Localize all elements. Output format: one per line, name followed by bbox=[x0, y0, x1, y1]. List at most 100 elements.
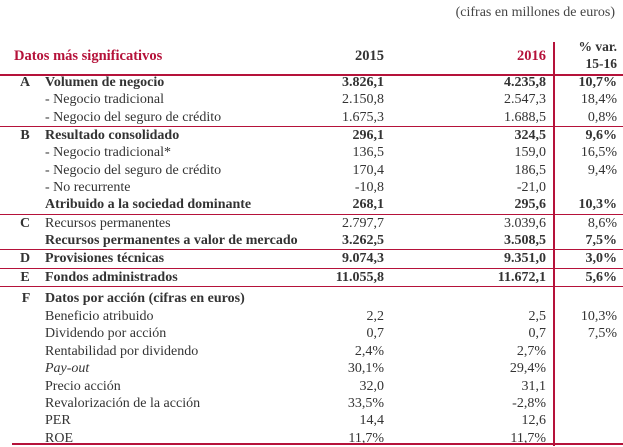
row-label: Volumen de negocio bbox=[45, 75, 165, 90]
table-row: - Negocio tradicional 2.150,8 2.547,3 18,4% bbox=[0, 91, 623, 108]
row-label: Beneficio atribuido bbox=[45, 309, 154, 325]
value-2016: 186,5 bbox=[514, 162, 547, 178]
var-header-line2: 15-16 bbox=[585, 56, 618, 71]
row-section-letter: B bbox=[20, 128, 30, 144]
row-label: Dividendo por acción bbox=[45, 326, 167, 342]
row-label: Revalorización de la acción bbox=[45, 395, 201, 411]
var-header-line1: % var. bbox=[578, 39, 617, 54]
value-2015: 170,4 bbox=[352, 162, 385, 178]
value-2016: 11,7% bbox=[510, 430, 546, 446]
value-2015: 3.262,5 bbox=[342, 233, 384, 249]
table-row: ROE 11,7% 11,7% bbox=[0, 430, 623, 447]
table-row: F Datos por acción (cifras en euros) bbox=[0, 286, 623, 308]
row-label: - Negocio del seguro de crédito bbox=[45, 162, 222, 178]
row-section-letter: A bbox=[19, 75, 31, 90]
column-header-var: % var. 15-16 bbox=[578, 38, 617, 72]
value-2016: 29,4% bbox=[509, 361, 546, 377]
table-row: Recursos permanentes a valor de mercado 3… bbox=[0, 232, 623, 249]
table-body: A Volumen de negocio 3.826,1 4.235,8 10,7% - … bbox=[0, 74, 623, 447]
value-2016: 295,6 bbox=[514, 197, 547, 213]
value-var: 5,6% bbox=[585, 269, 618, 285]
column-header-2015: 2015 bbox=[355, 48, 384, 64]
value-2015: 33,5% bbox=[347, 395, 384, 411]
table-row: D Provisiones técnicas 9.074,3 9.351,0 3,0% bbox=[0, 249, 623, 267]
table-row: Rentabilidad por dividendo 2,4% 2,7% bbox=[0, 343, 623, 360]
value-2016: 0,7 bbox=[528, 326, 547, 342]
table-row: E Fondos administrados 11.055,8 11.672,1 5,6… bbox=[0, 267, 623, 286]
row-label: - Negocio tradicional bbox=[45, 92, 164, 108]
row-label: - No recurrente bbox=[45, 180, 131, 196]
row-label: Fondos administrados bbox=[45, 269, 178, 285]
value-2016: 11.672,1 bbox=[497, 269, 546, 285]
table-row: Revalorización de la acción 33,5% -2,8% bbox=[0, 395, 623, 412]
table-row: PER 14,4 12,6 bbox=[0, 412, 623, 429]
table-row: - No recurrente -10,8 -21,0 bbox=[0, 179, 623, 196]
row-label: - Negocio del seguro de crédito bbox=[45, 109, 222, 125]
row-label: Recursos permanentes a valor de mercado bbox=[45, 233, 298, 249]
table-bottom-rule bbox=[12, 443, 623, 445]
row-label: Pay-out bbox=[45, 361, 90, 377]
row-label: Atribuido a la sociedad dominante bbox=[45, 197, 252, 213]
value-2016: 4.235,8 bbox=[504, 75, 546, 90]
value-2016: 31,1 bbox=[521, 378, 547, 394]
value-2015: 2.150,8 bbox=[342, 92, 384, 108]
value-2016: 2,7% bbox=[516, 343, 546, 359]
units-note: (cifras en millones de euros) bbox=[455, 5, 615, 20]
value-var: 18,4% bbox=[580, 92, 617, 108]
table-row: - Negocio del seguro de crédito 170,4 186,… bbox=[0, 162, 623, 179]
row-label: - Negocio tradicional* bbox=[45, 145, 171, 161]
row-section-letter: E bbox=[20, 269, 30, 285]
column-divider bbox=[553, 42, 555, 446]
value-2015: 14,4 bbox=[359, 413, 385, 429]
value-2015: 9.074,3 bbox=[342, 251, 384, 267]
value-2015: 30,1% bbox=[347, 361, 384, 377]
table-row: B Resultado consolidado 296,1 324,5 9,6% bbox=[0, 126, 623, 144]
value-var: 10,3% bbox=[580, 309, 617, 325]
value-2016: 159,0 bbox=[514, 145, 547, 161]
value-var: 16,5% bbox=[580, 145, 617, 161]
value-2015: 0,7 bbox=[366, 326, 385, 342]
value-2016: 3.508,5 bbox=[504, 233, 546, 249]
value-var: 9,4% bbox=[587, 162, 617, 178]
value-var: 8,6% bbox=[587, 215, 617, 231]
table-row: - Negocio tradicional* 136,5 159,0 16,5% bbox=[0, 144, 623, 161]
table-row: C Recursos permanentes 2.797,7 3.039,6 8,6% bbox=[0, 213, 623, 232]
value-2015: -10,8 bbox=[354, 180, 384, 196]
value-2015: 32,0 bbox=[359, 378, 385, 394]
value-var: 7,5% bbox=[587, 326, 617, 342]
value-2016: 1.688,5 bbox=[504, 109, 546, 125]
table-row: Pay-out 30,1% 29,4% bbox=[0, 360, 623, 377]
value-var: 9,6% bbox=[585, 128, 618, 144]
value-var: 10,7% bbox=[578, 75, 618, 90]
row-label: Datos por acción (cifras en euros) bbox=[45, 291, 245, 307]
row-section-letter: D bbox=[19, 251, 31, 267]
value-2016: 12,6 bbox=[521, 413, 547, 429]
row-section-letter: F bbox=[21, 291, 31, 307]
table-row: Precio acción 32,0 31,1 bbox=[0, 378, 623, 395]
value-2015: 3.826,1 bbox=[342, 75, 384, 90]
table-row: Atribuido a la sociedad dominante 268,1 29… bbox=[0, 196, 623, 213]
value-2015: 2,4% bbox=[354, 343, 384, 359]
value-2015: 2.797,7 bbox=[342, 215, 384, 231]
value-var: 3,0% bbox=[585, 251, 618, 267]
value-2015: 136,5 bbox=[352, 145, 385, 161]
table-row: Dividendo por acción 0,7 0,7 7,5% bbox=[0, 325, 623, 342]
value-2015: 2,2 bbox=[366, 309, 385, 325]
value-2015: 11.055,8 bbox=[335, 269, 384, 285]
column-header-2016: 2016 bbox=[517, 48, 546, 64]
table-header: Datos más significativos 2015 2016 % var… bbox=[0, 39, 623, 76]
value-2016: 324,5 bbox=[514, 128, 547, 144]
value-2016: -21,0 bbox=[516, 180, 546, 196]
row-label: ROE bbox=[45, 430, 73, 446]
value-var: 10,3% bbox=[578, 197, 618, 213]
row-label: Resultado consolidado bbox=[45, 128, 180, 144]
row-label: Rentabilidad por dividendo bbox=[45, 343, 199, 359]
value-var: 0,8% bbox=[587, 109, 617, 125]
table-row: A Volumen de negocio 3.826,1 4.235,8 10,7% bbox=[0, 74, 623, 91]
value-2016: 2,5 bbox=[528, 309, 547, 325]
value-2016: 9.351,0 bbox=[504, 251, 546, 267]
table-row: Beneficio atribuido 2,2 2,5 10,3% bbox=[0, 308, 623, 325]
value-2015: 11,7% bbox=[348, 430, 384, 446]
value-2015: 296,1 bbox=[352, 128, 385, 144]
table-row: - Negocio del seguro de crédito 1.675,3 1.… bbox=[0, 109, 623, 126]
